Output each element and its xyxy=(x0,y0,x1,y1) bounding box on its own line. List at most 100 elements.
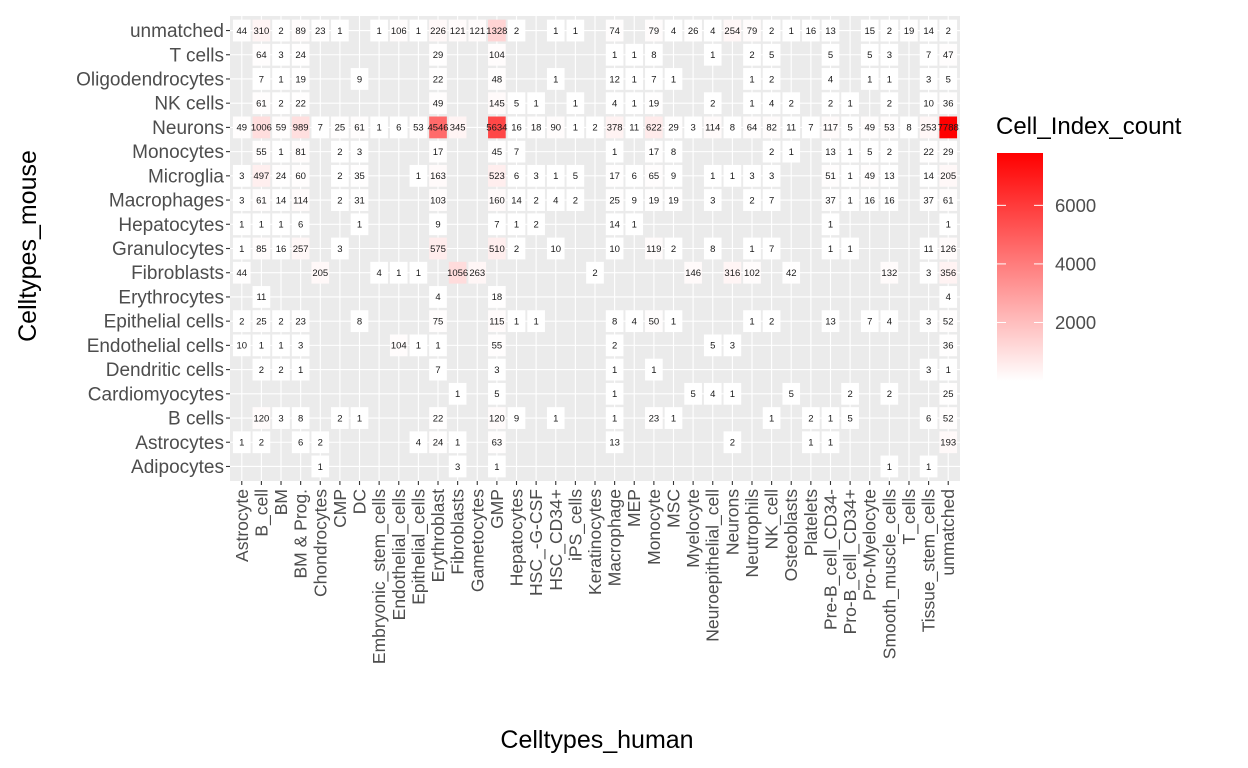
cell-value-label: 49 xyxy=(236,123,247,134)
heatmap-cell xyxy=(939,286,958,308)
y-tick-label: Oligodendrocytes xyxy=(76,69,224,90)
cell-value-label: 45 xyxy=(492,147,503,158)
heatmap-cell xyxy=(743,189,761,211)
cell-value-label: 5 xyxy=(946,74,951,85)
cell-value-label: 1 xyxy=(259,220,264,231)
cell-value-label: 1 xyxy=(455,389,460,400)
cell-value-label: 622 xyxy=(646,123,662,134)
x-tick-label: NK_cell xyxy=(762,489,783,549)
cell-value-label: 3 xyxy=(239,195,244,206)
legend-colorbar xyxy=(997,153,1043,381)
heatmap-cell xyxy=(291,213,310,236)
cell-value-label: 1 xyxy=(651,365,656,376)
x-tick-label: Neutrophils xyxy=(742,489,762,578)
heatmap-cell xyxy=(743,237,761,260)
cell-value-label: 8 xyxy=(710,244,715,255)
cell-value-label: 49 xyxy=(433,98,444,109)
heatmap-cell xyxy=(939,213,958,236)
heatmap-cell xyxy=(723,116,742,139)
heatmap-cell xyxy=(252,431,271,454)
cell-value-label: 16 xyxy=(884,195,895,206)
x-tick-label: Embryonic_stem_cells xyxy=(369,489,390,664)
heatmap-cell xyxy=(448,19,467,42)
cell-value-label: 35 xyxy=(354,171,365,182)
heatmap-cell xyxy=(448,261,467,284)
x-tick-label: HSC_-G-CSF xyxy=(526,489,547,596)
heatmap-cell xyxy=(743,43,761,66)
x-tick-label: unmatched xyxy=(938,489,958,576)
x-tick-label: Pro-Myelocyte xyxy=(860,489,880,601)
cell-value-label: 114 xyxy=(293,195,308,206)
cell-value-label: 10 xyxy=(923,98,934,109)
heatmap-cell xyxy=(625,189,644,211)
cell-value-label: 7 xyxy=(435,365,440,376)
heatmap-cell xyxy=(860,43,879,66)
cell-value-label: 23 xyxy=(295,316,306,327)
heatmap-cell xyxy=(919,92,938,115)
heatmap-cell xyxy=(743,19,761,42)
heatmap-cell xyxy=(546,116,565,139)
heatmap-cell xyxy=(821,68,840,90)
cell-value-label: 19 xyxy=(904,26,915,37)
heatmap-cell xyxy=(625,164,644,187)
cell-value-label: 2 xyxy=(612,341,617,352)
heatmap-cell xyxy=(252,286,271,308)
heatmap-cell xyxy=(488,164,506,187)
heatmap-cell xyxy=(272,213,290,236)
cell-value-label: 2 xyxy=(769,26,774,37)
cell-value-label: 44 xyxy=(236,268,247,279)
heatmap-cell xyxy=(350,116,369,139)
cell-value-label: 2 xyxy=(946,26,951,37)
heatmap-cell xyxy=(409,334,428,357)
heatmap-cell xyxy=(507,140,526,163)
heatmap-cell xyxy=(291,116,310,139)
cell-value-label: 36 xyxy=(943,98,954,109)
cell-value-label: 6 xyxy=(298,220,303,231)
heatmap-cell xyxy=(939,68,958,90)
heatmap-cell xyxy=(252,213,271,236)
cell-value-label: 356 xyxy=(940,268,956,279)
x-tick-label: Chondrocytes xyxy=(310,489,330,597)
cell-value-label: 4 xyxy=(769,98,774,109)
cell-value-label: 1 xyxy=(632,50,637,61)
heatmap-cell xyxy=(389,19,408,42)
heatmap-cell xyxy=(429,286,447,308)
heatmap-cell xyxy=(605,310,624,333)
heatmap-cell xyxy=(802,407,820,429)
heatmap-cell xyxy=(762,310,781,333)
heatmap-cell xyxy=(527,189,545,211)
cell-value-label: 1 xyxy=(749,244,754,255)
heatmap-cell xyxy=(762,19,781,42)
cell-value-label: 1 xyxy=(278,220,283,231)
cell-value-label: 55 xyxy=(256,147,267,158)
heatmap-cell xyxy=(370,19,388,42)
x-tick-label: Keratinocytes xyxy=(585,489,605,595)
cell-value-label: 1 xyxy=(946,220,951,231)
cell-value-label: 8 xyxy=(298,413,303,424)
x-tick-label: HSC_CD34+ xyxy=(546,489,567,591)
heatmap-cell xyxy=(272,116,290,139)
heatmap-cell xyxy=(939,431,958,454)
cell-value-label: 2 xyxy=(573,195,578,206)
x-tick-label: B_cell xyxy=(251,489,272,537)
cell-value-label: 59 xyxy=(276,123,287,134)
heatmap-cell xyxy=(645,140,663,163)
cell-value-label: 13 xyxy=(825,316,836,327)
heatmap-cell xyxy=(880,382,899,405)
heatmap-cell xyxy=(605,189,624,211)
cell-value-label: 7788 xyxy=(938,123,959,134)
cell-value-label: 1 xyxy=(416,171,421,182)
x-tick-label: BM xyxy=(271,489,291,515)
cell-value-label: 121 xyxy=(469,26,485,37)
cell-value-label: 51 xyxy=(825,171,836,182)
cell-value-label: 2 xyxy=(749,50,754,61)
cell-value-label: 4546 xyxy=(427,123,448,134)
cell-value-label: 1 xyxy=(749,316,754,327)
cell-value-label: 497 xyxy=(253,171,269,182)
cell-value-label: 575 xyxy=(430,244,446,255)
cell-value-label: 53 xyxy=(884,123,895,134)
heatmap-cell xyxy=(939,92,958,115)
cell-value-label: 120 xyxy=(253,413,269,424)
cell-value-label: 29 xyxy=(433,50,444,61)
